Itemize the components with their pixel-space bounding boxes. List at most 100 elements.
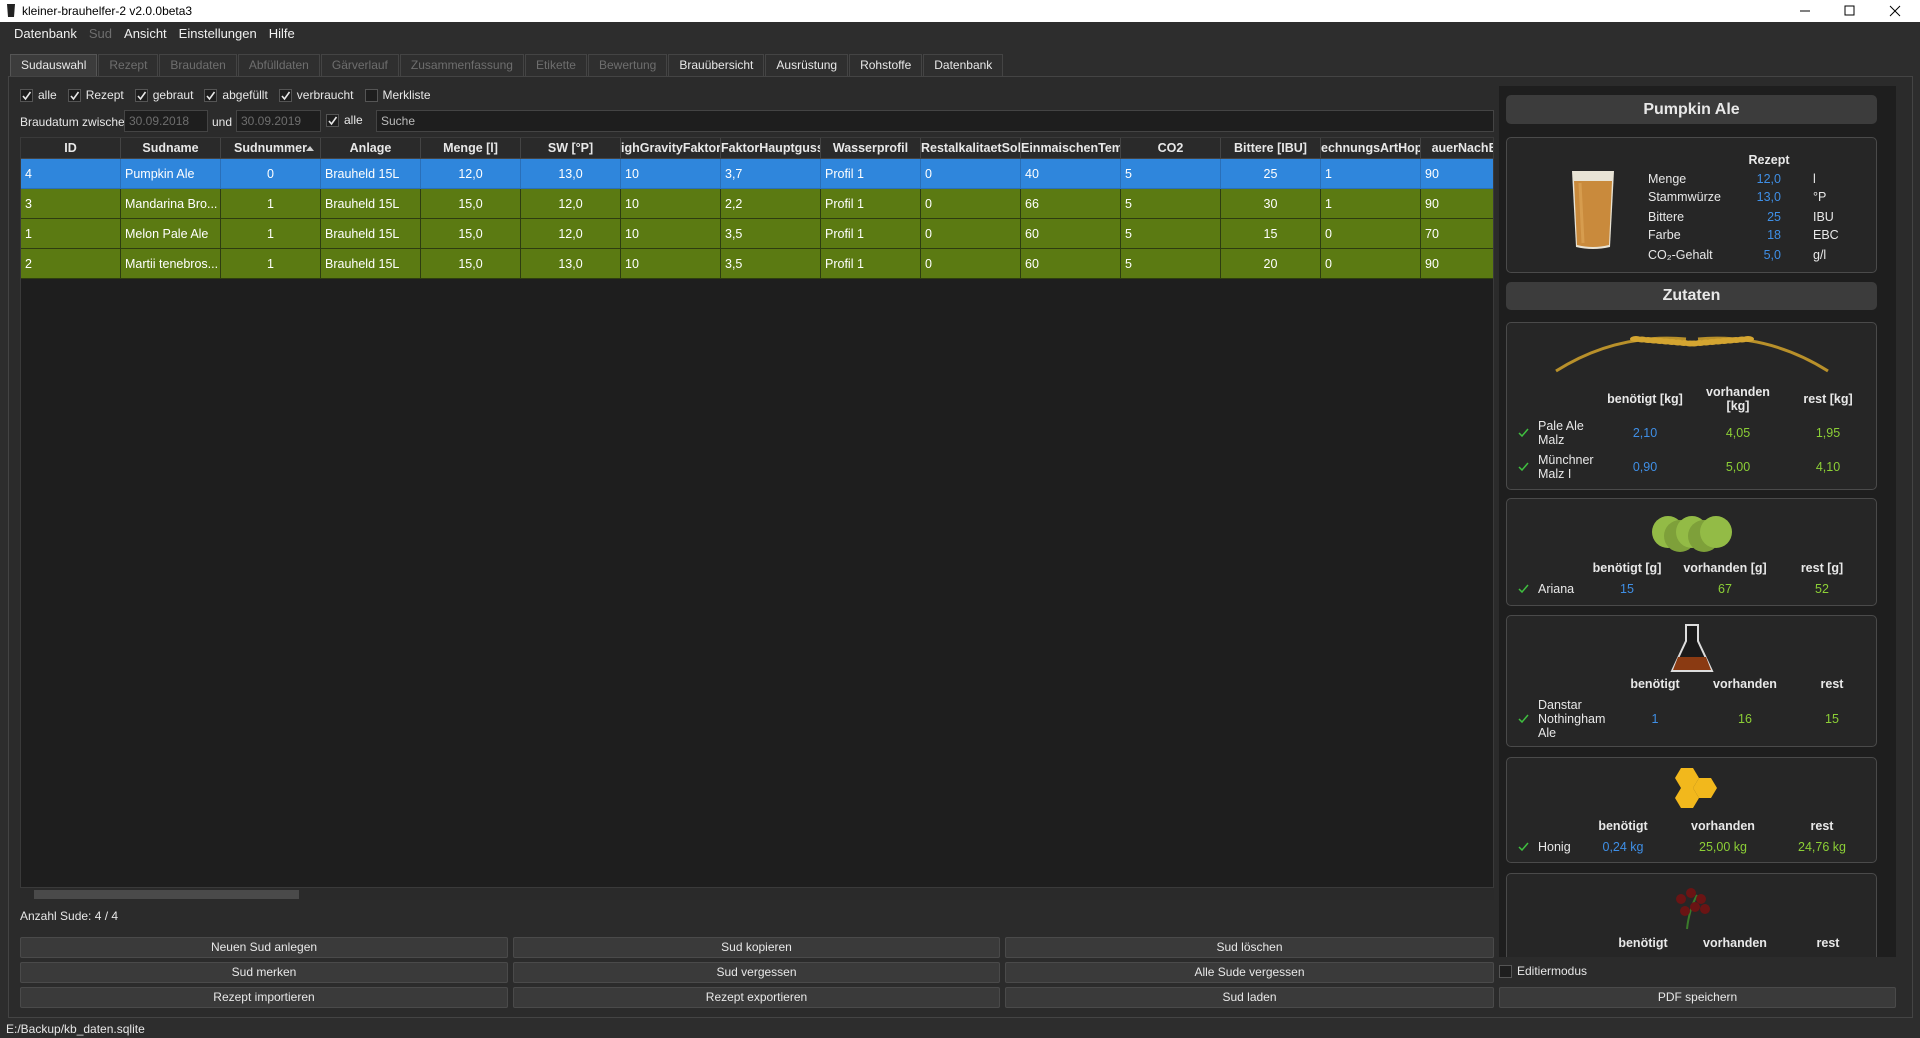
table-cell[interactable]: 60: [1021, 219, 1121, 249]
filter[interactable]: abgefüllt: [204, 88, 268, 102]
table-cell[interactable]: 0: [921, 219, 1021, 249]
table-cell[interactable]: 0: [1321, 249, 1421, 279]
column-header[interactable]: Sudnummer: [221, 138, 321, 159]
action-button[interactable]: Alle Sude vergessen: [1005, 962, 1494, 983]
column-header[interactable]: RestalkalitaetSoll: [921, 138, 1021, 159]
column-header[interactable]: auerNachBitt: [1421, 138, 1493, 159]
menu-item[interactable]: Datenbank: [14, 25, 77, 41]
column-header[interactable]: CO2: [1121, 138, 1221, 159]
table-cell[interactable]: 0: [921, 159, 1021, 189]
window-controls[interactable]: [1790, 3, 1910, 19]
table-cell[interactable]: 15: [1221, 219, 1321, 249]
action-button[interactable]: Sud kopieren: [513, 937, 1000, 958]
table-cell[interactable]: 5: [1121, 219, 1221, 249]
table-cell[interactable]: 2,2: [721, 189, 821, 219]
checkbox[interactable]: [1499, 964, 1512, 978]
table-cell[interactable]: 0: [921, 249, 1021, 279]
table-cell[interactable]: 4: [21, 159, 121, 189]
table-cell[interactable]: 90: [1421, 249, 1493, 279]
tab[interactable]: Datenbank: [923, 54, 1004, 76]
pdf-button[interactable]: PDF speichern: [1499, 987, 1896, 1008]
action-button[interactable]: Sud vergessen: [513, 962, 1000, 983]
table-cell[interactable]: 15,0: [421, 249, 521, 279]
table-cell[interactable]: 5: [1121, 189, 1221, 219]
table-cell[interactable]: 10: [621, 249, 721, 279]
table-cell[interactable]: 10: [621, 189, 721, 219]
action-button[interactable]: Neuen Sud anlegen: [20, 937, 508, 958]
table-cell[interactable]: Pumpkin Ale: [121, 159, 221, 189]
checkbox[interactable]: [134, 88, 148, 102]
column-header[interactable]: ighGravityFaktor: [621, 138, 721, 159]
tab[interactable]: Rohstoffe: [849, 54, 923, 76]
table-cell[interactable]: 12,0: [521, 219, 621, 249]
filter[interactable]: Rezept: [67, 88, 124, 102]
action-button[interactable]: Rezept exportieren: [513, 987, 1000, 1008]
table-cell[interactable]: Brauheld 15L: [321, 219, 421, 249]
filter[interactable]: verbraucht: [278, 88, 354, 102]
tab[interactable]: Etikette: [524, 54, 587, 76]
table-cell[interactable]: 12,0: [421, 159, 521, 189]
table-cell[interactable]: 1: [1321, 189, 1421, 219]
checkbox[interactable]: [364, 88, 378, 102]
table-cell[interactable]: 66: [1021, 189, 1121, 219]
column-header[interactable]: ID: [21, 138, 121, 159]
table-cell[interactable]: 5: [1121, 249, 1221, 279]
table-cell[interactable]: 3,5: [721, 249, 821, 279]
table-cell[interactable]: 20: [1221, 249, 1321, 279]
table-cell[interactable]: 13,0: [521, 159, 621, 189]
table-cell[interactable]: 70: [1421, 219, 1493, 249]
checkbox[interactable]: [204, 88, 218, 102]
table-cell[interactable]: Profil 1: [821, 219, 921, 249]
menu-item[interactable]: Einstellungen: [178, 25, 257, 41]
action-button[interactable]: Sud laden: [1005, 987, 1494, 1008]
table-cell[interactable]: 3: [21, 189, 121, 219]
table-cell[interactable]: Mandarina Bro...: [121, 189, 221, 219]
table-cell[interactable]: 40: [1021, 159, 1121, 189]
tab[interactable]: Abfülldaten: [237, 54, 320, 76]
menu-item[interactable]: Ansicht: [124, 25, 167, 41]
tab[interactable]: Sudauswahl: [10, 54, 98, 76]
table-cell[interactable]: 3,5: [721, 219, 821, 249]
menu-item[interactable]: Sud: [88, 25, 113, 41]
table-cell[interactable]: 15,0: [421, 219, 521, 249]
table-cell[interactable]: 90: [1421, 159, 1493, 189]
table-cell[interactable]: 10: [621, 219, 721, 249]
table-cell[interactable]: 1: [221, 219, 321, 249]
tab[interactable]: Gärverlauf: [320, 54, 399, 76]
checkbox[interactable]: [67, 88, 81, 102]
table-cell[interactable]: 1: [221, 189, 321, 219]
table-cell[interactable]: Brauheld 15L: [321, 159, 421, 189]
table-cell[interactable]: 1: [21, 219, 121, 249]
column-header[interactable]: FaktorHauptguss: [721, 138, 821, 159]
tab[interactable]: Zusammenfassung: [399, 54, 524, 76]
checkbox[interactable]: [326, 113, 339, 127]
tab[interactable]: Bewertung: [587, 54, 668, 76]
column-header[interactable]: SW [°P]: [521, 138, 621, 159]
tab[interactable]: Braudaten: [159, 54, 237, 76]
column-header[interactable]: Anlage: [321, 138, 421, 159]
filter[interactable]: gebraut: [134, 88, 193, 102]
date-from[interactable]: 30.09.2018: [124, 110, 208, 132]
edit-mode[interactable]: Editiermodus: [1499, 964, 1587, 978]
filter[interactable]: Merkliste: [364, 88, 431, 102]
table-cell[interactable]: Profil 1: [821, 189, 921, 219]
column-header[interactable]: echnungsArtHop: [1321, 138, 1421, 159]
table-cell[interactable]: Martii tenebros...: [121, 249, 221, 279]
filter[interactable]: alle: [20, 88, 57, 102]
table-cell[interactable]: 1: [221, 249, 321, 279]
tab[interactable]: Ausrüstung: [765, 54, 849, 76]
h-scrollbar[interactable]: [20, 887, 1494, 900]
scroll-thumb[interactable]: [34, 890, 299, 899]
tab[interactable]: Brauübersicht: [668, 54, 765, 76]
table-cell[interactable]: Profil 1: [821, 249, 921, 279]
table-cell[interactable]: Profil 1: [821, 159, 921, 189]
table-cell[interactable]: 90: [1421, 189, 1493, 219]
table-cell[interactable]: Melon Pale Ale: [121, 219, 221, 249]
table-cell[interactable]: 10: [621, 159, 721, 189]
checkbox[interactable]: [278, 88, 292, 102]
table-cell[interactable]: 15,0: [421, 189, 521, 219]
table-cell[interactable]: 60: [1021, 249, 1121, 279]
table-cell[interactable]: 12,0: [521, 189, 621, 219]
column-header[interactable]: Bittere [IBU]: [1221, 138, 1321, 159]
table-cell[interactable]: 0: [921, 189, 1021, 219]
